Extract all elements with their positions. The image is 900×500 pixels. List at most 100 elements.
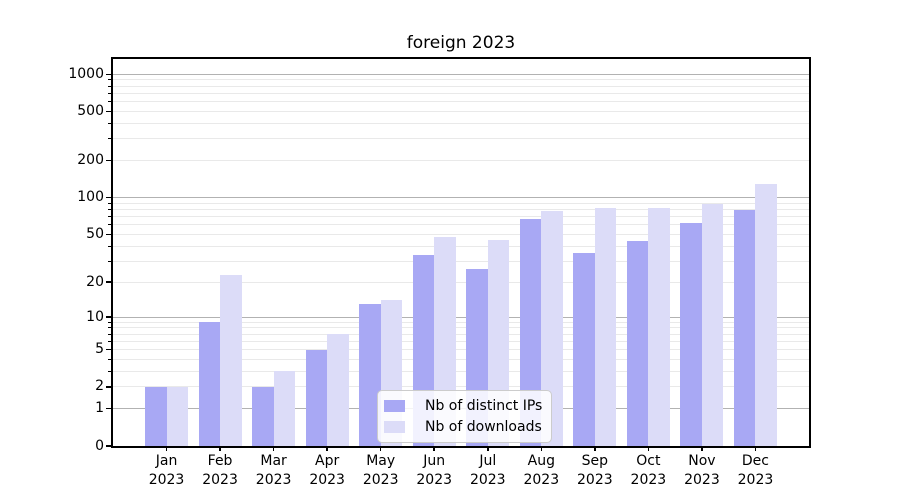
- x-tick-label-aug: Aug 2023: [505, 452, 577, 490]
- y-minor-tick-mark: [108, 333, 111, 335]
- gridline-minor: [113, 85, 809, 87]
- bar-ips-mar: [252, 386, 274, 446]
- x-tick-year: 2023: [148, 472, 185, 488]
- x-tick-year: 2023: [737, 472, 774, 488]
- x-tick-label-sep: Sep 2023: [559, 452, 631, 490]
- x-tick-label-apr: Apr 2023: [291, 452, 363, 490]
- y-minor-tick-mark: [108, 202, 111, 204]
- y-minor-tick-mark: [108, 224, 111, 226]
- y-minor-tick-mark: [108, 260, 111, 262]
- x-tick-mark: [594, 446, 596, 451]
- x-tick-mark: [701, 446, 703, 451]
- x-tick-year: 2023: [577, 472, 613, 488]
- x-tick-month: Dec: [741, 453, 769, 469]
- x-tick-year: 2023: [202, 472, 238, 488]
- gridline-minor: [113, 370, 809, 372]
- bar-ips-nov: [680, 223, 702, 446]
- bar-downloads-aug: [541, 210, 563, 446]
- y-minor-tick-mark: [108, 85, 111, 87]
- legend-label-distinct-ips: Nb of distinct IPs: [425, 398, 543, 414]
- gridline-minor: [113, 349, 809, 351]
- x-tick-label-jun: Jun 2023: [398, 452, 470, 490]
- plot-area: Nb of distinct IPs Nb of downloads: [111, 57, 811, 448]
- y-tick-label-10: 10: [86, 308, 104, 325]
- legend-item-distinct-ips: Nb of distinct IPs: [384, 396, 542, 416]
- y-tick-label-500: 500: [77, 103, 104, 120]
- legend-swatch-downloads-icon: [384, 421, 405, 433]
- gridline-minor: [113, 160, 809, 162]
- legend: Nb of distinct IPs Nb of downloads: [377, 390, 553, 443]
- x-tick-mark: [165, 446, 168, 451]
- x-tick-month: Jul: [479, 453, 497, 469]
- gridline-minor: [113, 358, 809, 360]
- y-minor-tick-mark: [108, 233, 111, 235]
- gridline-minor: [113, 202, 809, 204]
- y-tick-label-1000: 1000: [68, 65, 104, 82]
- x-tick-label-mar: Mar 2023: [238, 452, 310, 490]
- y-minor-tick-mark: [108, 281, 111, 283]
- x-tick-mark: [379, 446, 382, 451]
- gridline-minor: [113, 92, 809, 94]
- y-minor-tick-mark: [108, 321, 111, 323]
- y-minor-tick-mark: [108, 358, 111, 360]
- gridline-minor: [113, 333, 809, 335]
- bar-ips-jan: [145, 386, 167, 446]
- gridline-minor: [113, 386, 809, 388]
- x-tick-month: Nov: [688, 453, 716, 469]
- gridline-minor: [113, 101, 809, 103]
- bar-downloads-nov: [701, 203, 724, 446]
- gridline-minor: [113, 123, 809, 125]
- x-tick-month: Aug: [527, 453, 555, 469]
- x-tick-year: 2023: [469, 472, 506, 488]
- x-tick-mark: [647, 446, 650, 451]
- gridline-minor: [113, 340, 809, 342]
- y-minor-tick-mark: [108, 370, 111, 372]
- legend-item-downloads: Nb of downloads: [384, 417, 542, 437]
- chart-title: foreign 2023: [406, 33, 516, 53]
- gridline-minor: [113, 138, 809, 140]
- y-minor-tick-mark: [108, 79, 111, 81]
- y-minor-tick-mark: [108, 386, 111, 388]
- y-minor-tick-mark: [108, 92, 111, 94]
- gridline-minor: [113, 224, 809, 226]
- bar-downloads-jan: [166, 386, 189, 446]
- legend-label-downloads: Nb of downloads: [425, 419, 542, 435]
- x-tick-mark: [433, 446, 435, 451]
- x-tick-year: 2023: [416, 472, 453, 488]
- bar-ips-dec: [733, 209, 756, 446]
- bar-ips-apr: [305, 349, 328, 446]
- gridline-minor: [113, 321, 809, 323]
- bar-downloads-sep: [594, 208, 617, 446]
- bar-downloads-apr: [327, 334, 349, 446]
- y-tick-label-50: 50: [86, 225, 104, 242]
- x-tick-month: Jan: [155, 453, 178, 469]
- x-tick-year: 2023: [684, 472, 720, 488]
- bar-downloads-feb: [220, 275, 242, 446]
- y-tick-label-100: 100: [77, 189, 104, 206]
- x-tick-label-feb: Feb 2023: [184, 452, 256, 490]
- x-tick-month: Apr: [315, 453, 340, 469]
- gridline-minor: [113, 281, 809, 283]
- x-tick-mark: [326, 446, 328, 451]
- bar-ips-sep: [573, 253, 595, 446]
- y-minor-tick-mark: [108, 101, 111, 103]
- y-tick-label-200: 200: [77, 152, 104, 169]
- y-tick-label-0: 0: [95, 437, 104, 454]
- x-tick-label-dec: Dec 2023: [719, 452, 791, 490]
- x-tick-label-oct: Oct 2023: [612, 452, 684, 490]
- bar-ips-aug: [519, 219, 542, 446]
- y-tick-mark: [106, 316, 111, 318]
- x-tick-month: Jun: [423, 453, 446, 469]
- y-minor-tick-mark: [108, 327, 111, 329]
- y-minor-tick-mark: [108, 138, 111, 140]
- gridline-minor: [113, 245, 809, 247]
- gridline-minor: [113, 233, 809, 235]
- bar-ips-may: [359, 304, 381, 446]
- bar-ips-oct: [626, 241, 649, 446]
- gridline-minor: [113, 209, 809, 211]
- y-tick-label-20: 20: [86, 273, 104, 290]
- x-tick-mark: [540, 446, 543, 451]
- x-tick-mark: [272, 446, 275, 451]
- x-tick-month: Mar: [260, 453, 287, 469]
